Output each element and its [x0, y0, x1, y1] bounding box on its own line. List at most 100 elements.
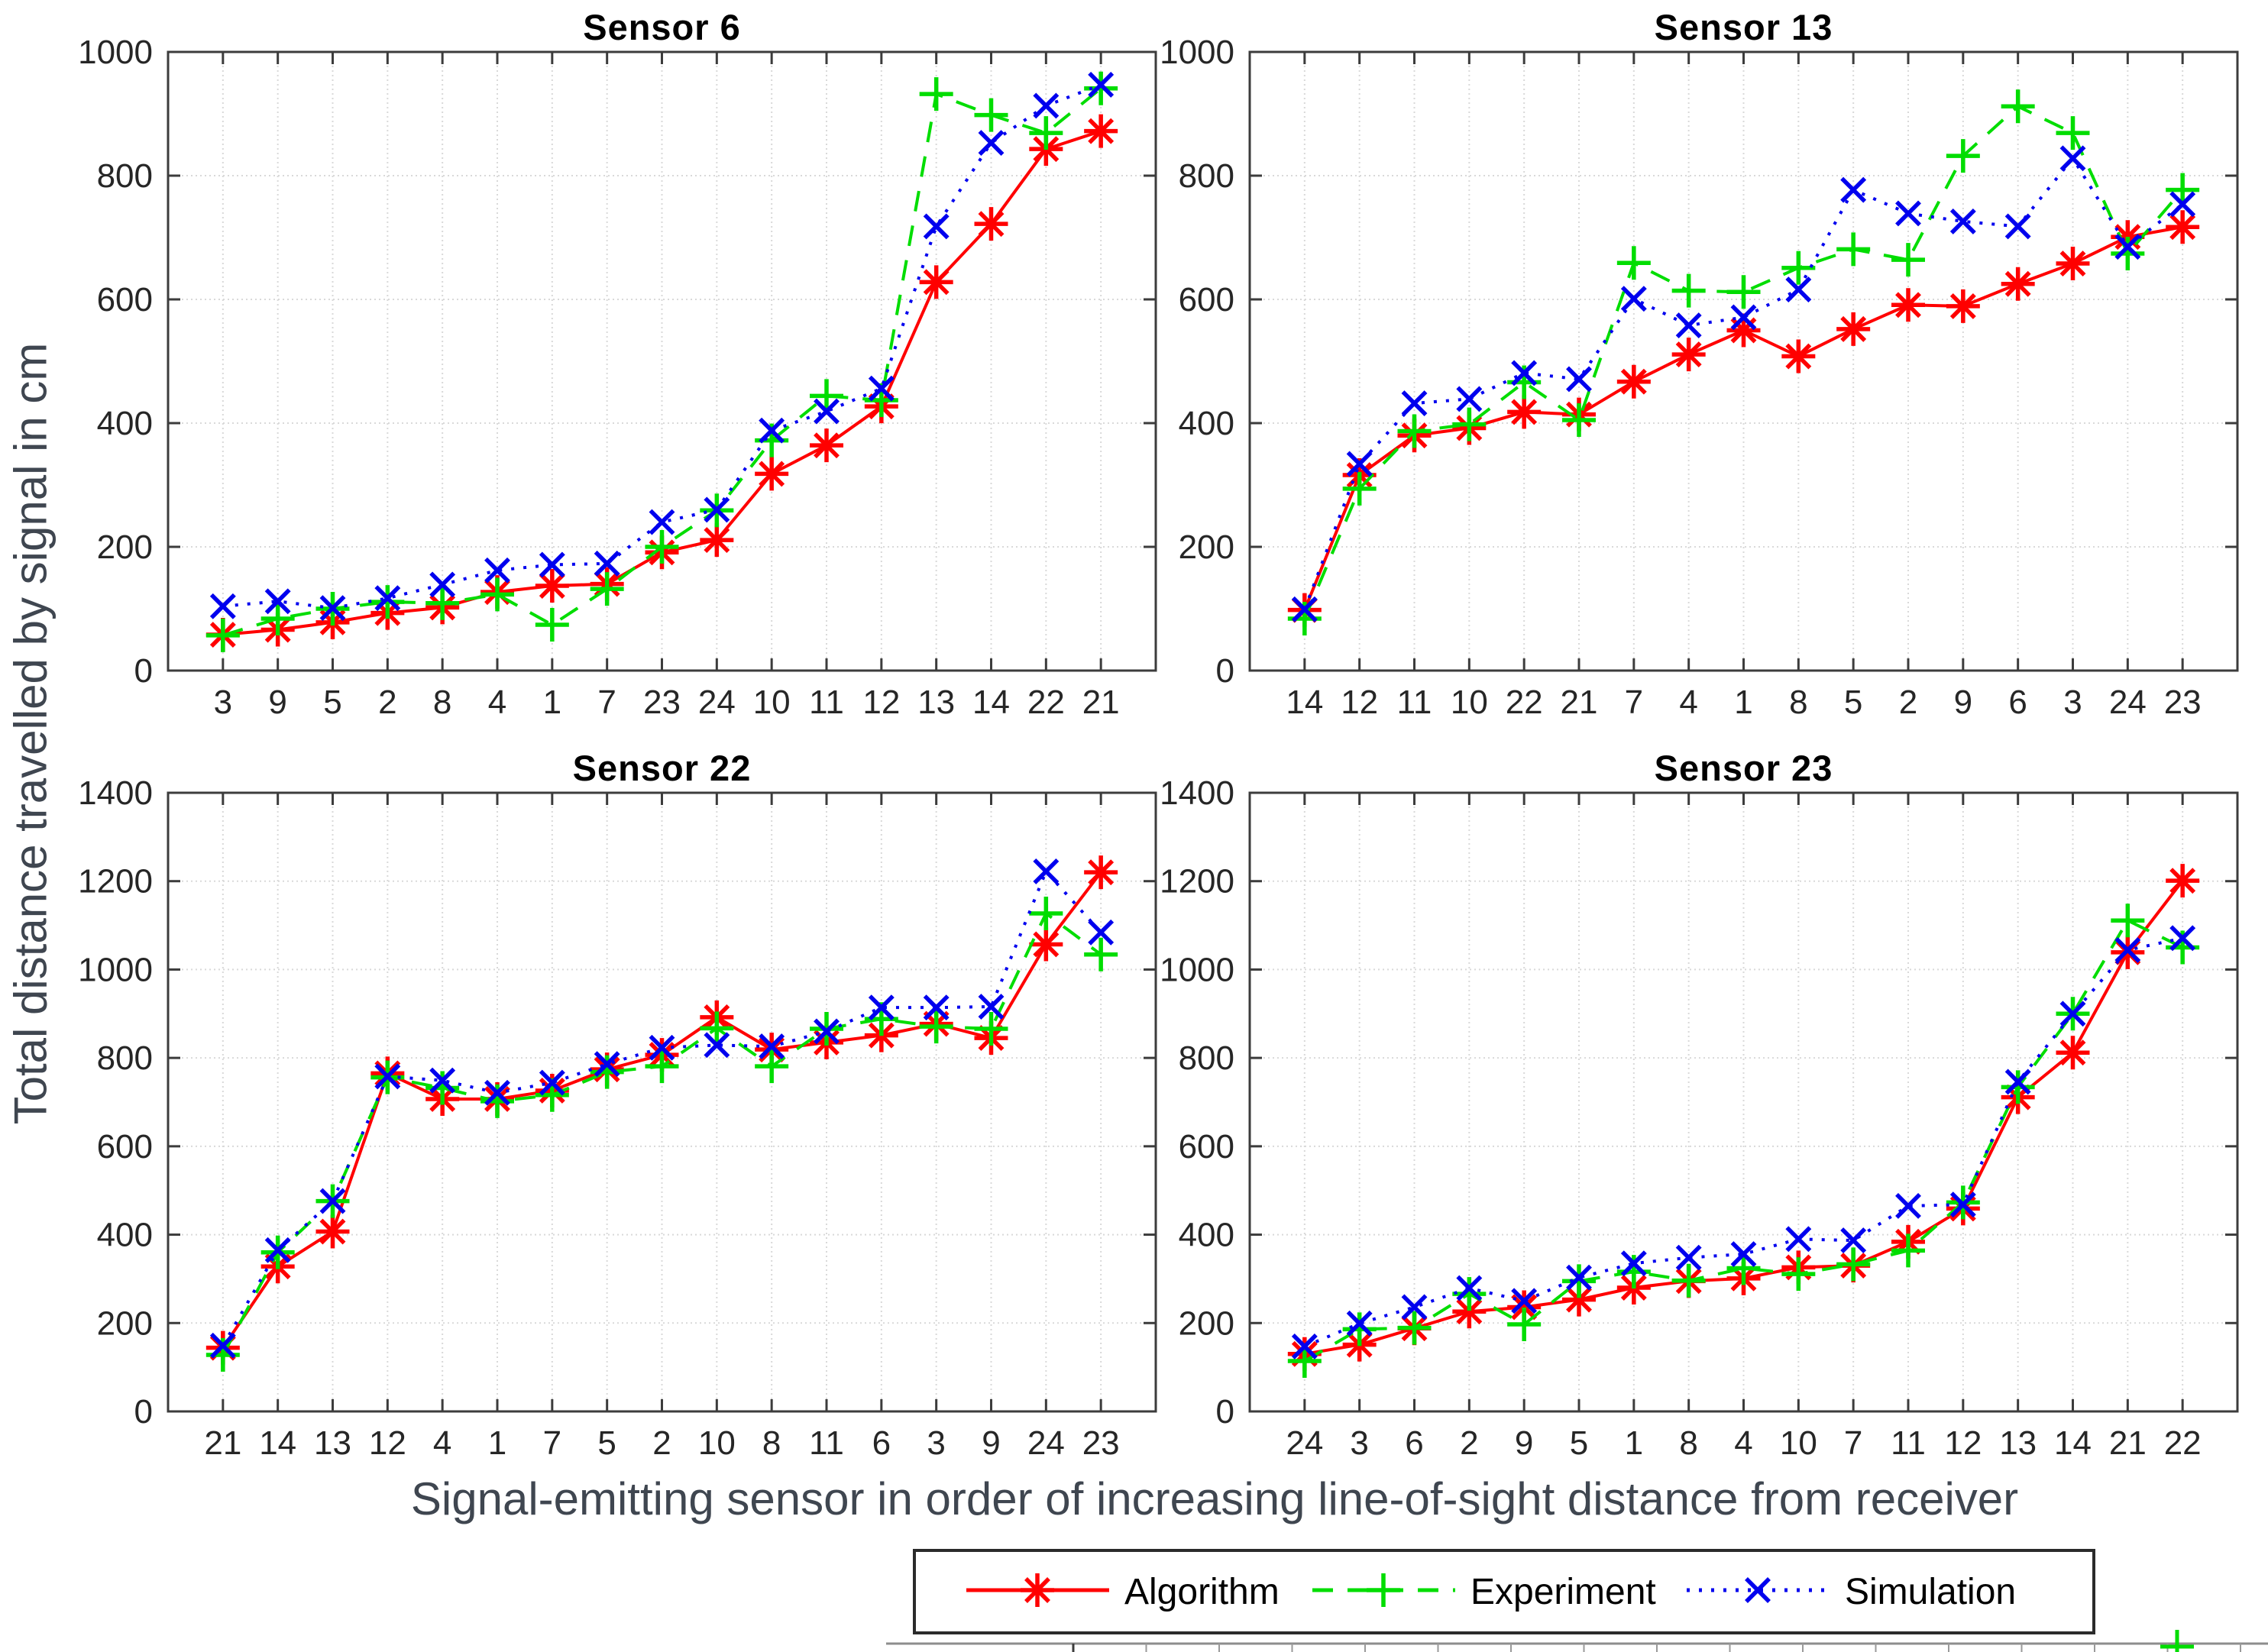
svg-text:200: 200 — [97, 529, 153, 566]
svg-text:23: 23 — [2164, 684, 2202, 721]
svg-text:5: 5 — [323, 684, 341, 721]
svg-text:5: 5 — [1844, 684, 1862, 721]
svg-text:2: 2 — [652, 1424, 671, 1462]
svg-text:10: 10 — [753, 684, 791, 721]
svg-text:11: 11 — [809, 1424, 844, 1462]
svg-text:1000: 1000 — [78, 951, 153, 988]
svg-text:7: 7 — [1625, 684, 1643, 721]
svg-text:2: 2 — [1899, 684, 1917, 721]
svg-text:800: 800 — [1179, 157, 1234, 195]
svg-text:600: 600 — [97, 281, 153, 318]
svg-text:3: 3 — [214, 684, 232, 721]
svg-text:1: 1 — [488, 1424, 506, 1462]
svg-text:2: 2 — [378, 684, 396, 721]
svg-text:22: 22 — [1506, 684, 1543, 721]
chart-title-sensor-6: Sensor 6 — [583, 7, 741, 47]
subplot-sensor-22: 0 200 400 600 800 1000 1200 1400 21 14 13 12 4 1 7 5 2 10… — [78, 774, 1157, 1462]
svg-text:13: 13 — [1999, 1424, 2037, 1462]
svg-text:9: 9 — [268, 684, 286, 721]
svg-text:22: 22 — [1027, 684, 1065, 721]
legend-item-algorithm: Algorithm — [963, 1552, 1280, 1631]
svg-text:1400: 1400 — [78, 774, 153, 812]
svg-text:14: 14 — [259, 1424, 296, 1462]
svg-text:12: 12 — [369, 1424, 406, 1462]
svg-text:600: 600 — [97, 1128, 153, 1165]
svg-text:22: 22 — [2164, 1424, 2202, 1462]
svg-text:1: 1 — [1625, 1424, 1643, 1462]
svg-text:14: 14 — [972, 684, 1010, 721]
svg-text:4: 4 — [433, 1424, 451, 1462]
svg-text:24: 24 — [698, 684, 736, 721]
svg-text:6: 6 — [1405, 1424, 1423, 1462]
svg-text:21: 21 — [1561, 684, 1598, 721]
svg-text:9: 9 — [1954, 684, 1972, 721]
svg-text:14: 14 — [1286, 684, 1323, 721]
svg-text:11: 11 — [1397, 684, 1432, 721]
cropped-axes-fragment — [886, 1630, 2268, 1652]
svg-text:23: 23 — [1082, 1424, 1120, 1462]
svg-text:8: 8 — [433, 684, 451, 721]
subplot-sensor-23: 0 200 400 600 800 1000 1200 1400 24 3 6 2 9 5 1 8 4 10 7 11… — [1160, 774, 2239, 1462]
svg-text:12: 12 — [1944, 1424, 1982, 1462]
svg-text:1200: 1200 — [78, 863, 153, 900]
svg-text:0: 0 — [1216, 652, 1234, 690]
svg-text:24: 24 — [2109, 684, 2147, 721]
svg-text:200: 200 — [97, 1304, 153, 1342]
svg-text:5: 5 — [1570, 1424, 1588, 1462]
svg-text:600: 600 — [1179, 281, 1234, 318]
svg-text:600: 600 — [1179, 1128, 1234, 1165]
svg-text:1200: 1200 — [1160, 863, 1234, 900]
svg-text:9: 9 — [982, 1424, 1000, 1462]
chart-title-sensor-13: Sensor 13 — [1654, 7, 1833, 47]
legend-label: Algorithm — [1124, 1571, 1280, 1612]
svg-text:7: 7 — [597, 684, 616, 721]
svg-text:1: 1 — [1734, 684, 1752, 721]
subplot-sensor-6: 0 200 400 600 800 1000 3 9 5 2 8 4 1 7 23 24 10 11 12 13 14 2… — [78, 34, 1157, 721]
svg-text:800: 800 — [97, 1039, 153, 1077]
svg-text:400: 400 — [1179, 405, 1234, 442]
svg-text:0: 0 — [134, 652, 153, 690]
svg-text:7: 7 — [543, 1424, 561, 1462]
svg-text:10: 10 — [1780, 1424, 1817, 1462]
simulation-line-marker-icon — [1684, 1566, 1833, 1618]
svg-text:10: 10 — [698, 1424, 736, 1462]
svg-text:200: 200 — [1179, 529, 1234, 566]
experiment-line-marker-icon — [1309, 1566, 1458, 1618]
svg-text:8: 8 — [1789, 684, 1807, 721]
legend-label: Simulation — [1845, 1571, 2017, 1612]
svg-text:23: 23 — [643, 684, 681, 721]
svg-text:400: 400 — [97, 405, 153, 442]
legend-label: Experiment — [1470, 1571, 1656, 1612]
svg-text:1000: 1000 — [78, 34, 153, 71]
svg-text:4: 4 — [488, 684, 506, 721]
svg-text:13: 13 — [314, 1424, 351, 1462]
svg-text:7: 7 — [1844, 1424, 1862, 1462]
svg-text:11: 11 — [1891, 1424, 1926, 1462]
svg-text:6: 6 — [2008, 684, 2027, 721]
svg-text:4: 4 — [1679, 684, 1697, 721]
legend-item-experiment: Experiment — [1309, 1552, 1656, 1631]
legend-item-simulation: Simulation — [1684, 1552, 2016, 1631]
chart-title-sensor-22: Sensor 22 — [572, 748, 752, 788]
svg-text:8: 8 — [762, 1424, 781, 1462]
x-axis-label: Signal-emitting sensor in order of incre… — [410, 1473, 2019, 1524]
svg-text:21: 21 — [2109, 1424, 2147, 1462]
svg-text:3: 3 — [1350, 1424, 1368, 1462]
svg-text:12: 12 — [862, 684, 900, 721]
algorithm-line-marker-icon — [963, 1566, 1112, 1618]
svg-text:21: 21 — [1082, 684, 1120, 721]
svg-text:1000: 1000 — [1160, 34, 1234, 71]
svg-text:400: 400 — [1179, 1217, 1234, 1254]
svg-text:2: 2 — [1460, 1424, 1478, 1462]
svg-text:8: 8 — [1679, 1424, 1697, 1462]
svg-text:1000: 1000 — [1160, 951, 1234, 988]
svg-text:14: 14 — [2054, 1424, 2092, 1462]
svg-text:400: 400 — [97, 1217, 153, 1254]
svg-text:24: 24 — [1027, 1424, 1065, 1462]
svg-text:0: 0 — [1216, 1393, 1234, 1431]
svg-text:4: 4 — [1734, 1424, 1752, 1462]
svg-text:1: 1 — [543, 684, 561, 721]
svg-text:800: 800 — [1179, 1039, 1234, 1077]
svg-text:200: 200 — [1179, 1304, 1234, 1342]
